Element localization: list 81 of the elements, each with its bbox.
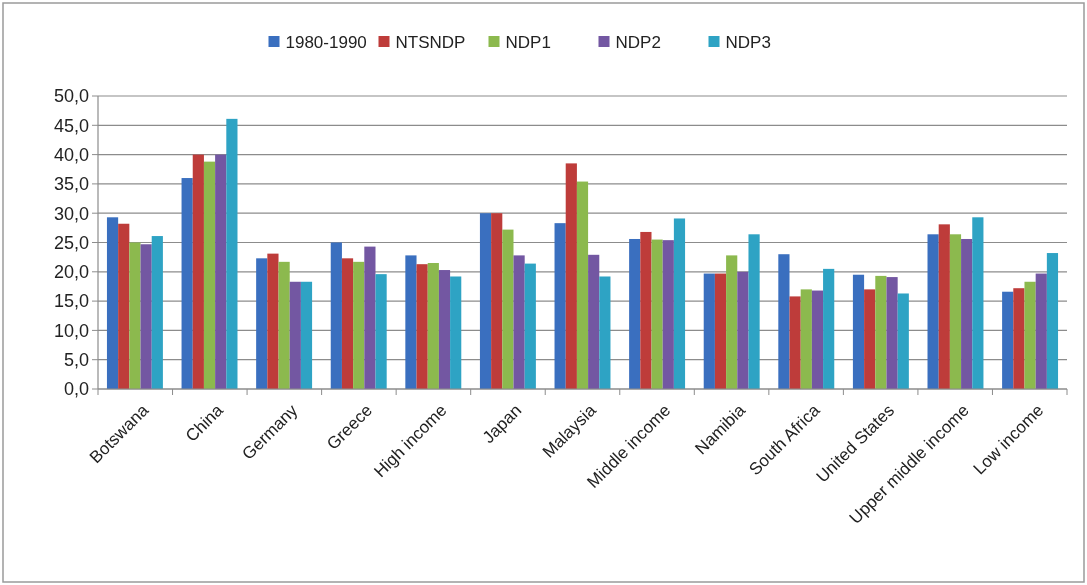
bar (662, 240, 674, 389)
bar (949, 234, 962, 389)
bar (106, 217, 119, 389)
y-tick-label: 25,0 (53, 232, 89, 253)
y-tick-label: 20,0 (53, 262, 89, 283)
bar (215, 154, 227, 389)
bar (450, 276, 462, 389)
bar (427, 263, 439, 389)
bar (438, 270, 451, 389)
bar (1013, 288, 1025, 389)
bar (588, 254, 600, 389)
bar (703, 273, 715, 389)
bar (714, 273, 727, 389)
legend-label: NDP2 (615, 32, 661, 52)
bar (364, 246, 376, 389)
bar (886, 277, 898, 389)
bar (778, 254, 790, 389)
bar (823, 268, 835, 389)
bar (192, 154, 204, 389)
bar (651, 239, 663, 389)
bar (151, 236, 163, 389)
bar (897, 293, 909, 389)
bar (726, 255, 738, 389)
y-tick-label: 40,0 (53, 144, 89, 165)
bar (405, 255, 417, 389)
bar (513, 255, 525, 389)
bar (267, 253, 279, 389)
bar (278, 261, 290, 389)
bar (864, 289, 876, 389)
bar (576, 181, 589, 389)
bar (800, 289, 812, 389)
y-tick-label: 30,0 (53, 203, 89, 224)
bar (353, 261, 365, 389)
bar (629, 238, 641, 389)
bar (289, 281, 301, 389)
bar (673, 218, 686, 389)
bar (875, 275, 887, 389)
bar (226, 118, 238, 389)
bar (1024, 281, 1036, 389)
bar (491, 213, 503, 389)
legend-label: NTSNDP (395, 32, 466, 52)
bar (554, 223, 566, 389)
bar (938, 224, 950, 389)
bar (789, 296, 801, 389)
bar (961, 238, 973, 389)
bar (416, 264, 428, 389)
bar (737, 271, 749, 389)
legend-label: 1980-1990 (285, 32, 367, 52)
bar (972, 217, 984, 389)
bar (129, 242, 141, 389)
bar (1002, 291, 1014, 389)
bar (118, 223, 130, 389)
bar (375, 274, 387, 389)
bar (203, 161, 216, 389)
bar (524, 263, 536, 389)
y-tick-label: 35,0 (53, 174, 89, 195)
bar (181, 178, 193, 389)
bar (256, 258, 268, 389)
bar (341, 258, 354, 389)
bar (330, 242, 342, 389)
y-tick-label: 45,0 (53, 115, 89, 136)
bar (640, 231, 652, 389)
legend-label: NDP3 (725, 32, 771, 52)
bar (479, 213, 492, 389)
bar (599, 276, 611, 389)
bar (300, 281, 313, 389)
y-tick-label: 5,0 (63, 350, 89, 370)
y-tick-label: 15,0 (53, 291, 89, 312)
bar (502, 229, 514, 389)
bar (1046, 253, 1059, 389)
bar (748, 234, 760, 389)
legend-label: NDP1 (505, 32, 551, 52)
y-tick-label: 0,0 (63, 379, 89, 400)
bar (927, 234, 939, 389)
bar (811, 290, 824, 389)
y-tick-label: 10,0 (53, 320, 89, 341)
bar (1035, 273, 1047, 389)
bar (565, 163, 577, 389)
y-tick-label: 50,0 (53, 86, 89, 107)
bar (140, 244, 152, 389)
bar (852, 274, 865, 389)
